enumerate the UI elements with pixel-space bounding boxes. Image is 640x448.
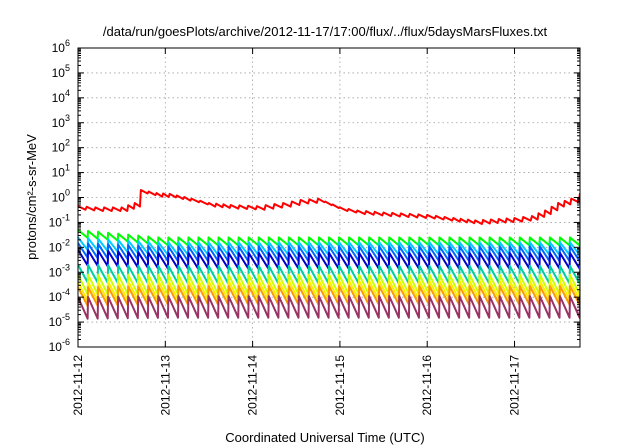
y-tick-label: 102 (52, 138, 70, 155)
y-tick-label: 10-1 (49, 212, 70, 229)
y-tick-label: 10-4 (49, 287, 70, 304)
y-tick-label: 10-2 (49, 237, 70, 254)
series-layer (78, 189, 580, 320)
flux-series-5 (78, 249, 580, 270)
flux-series-10 (78, 295, 580, 320)
x-tick-label: 2012-11-16 (420, 355, 434, 416)
grid (78, 48, 580, 347)
y-tick-label: 104 (52, 88, 70, 105)
flux-series-1 (78, 189, 580, 225)
flux-series-4 (78, 242, 580, 263)
chart-title: /data/run/goesPlots/archive/2012-11-17/1… (103, 24, 548, 39)
flux-series-2 (78, 229, 580, 247)
y-tick-label: 101 (52, 163, 70, 180)
y-tick-label: 10-3 (49, 262, 70, 279)
y-tick-label: 106 (52, 38, 70, 55)
x-tick-label: 2012-11-13 (158, 355, 172, 416)
x-tick-label: 2012-11-15 (333, 355, 347, 416)
axis-ticks: 10-6 10-5 10-4 10-3 10-2 10-1 100 101 102 103 104 1… (49, 38, 580, 416)
flux-series-7 (78, 273, 580, 296)
y-tick-label: 10-6 (49, 337, 70, 354)
y-tick-label: 103 (52, 113, 70, 130)
y-axis-label: protons/cm²-s-sr-MeV (24, 134, 39, 260)
x-tick-label: 2012-11-12 (71, 355, 85, 416)
x-tick-label: 2012-11-17 (508, 355, 522, 416)
flux-series-9 (78, 285, 580, 307)
flux-series-8 (78, 279, 580, 302)
x-tick-label: 2012-11-14 (246, 355, 260, 416)
x-axis-label: Coordinated Universal Time (UTC) (225, 430, 424, 445)
y-tick-label: 100 (52, 188, 70, 205)
plot-frame (77, 47, 581, 348)
flux-series-3 (78, 236, 580, 256)
y-tick-label: 105 (52, 63, 70, 80)
flux-series-6 (78, 263, 580, 285)
y-tick-label: 10-5 (49, 312, 70, 329)
